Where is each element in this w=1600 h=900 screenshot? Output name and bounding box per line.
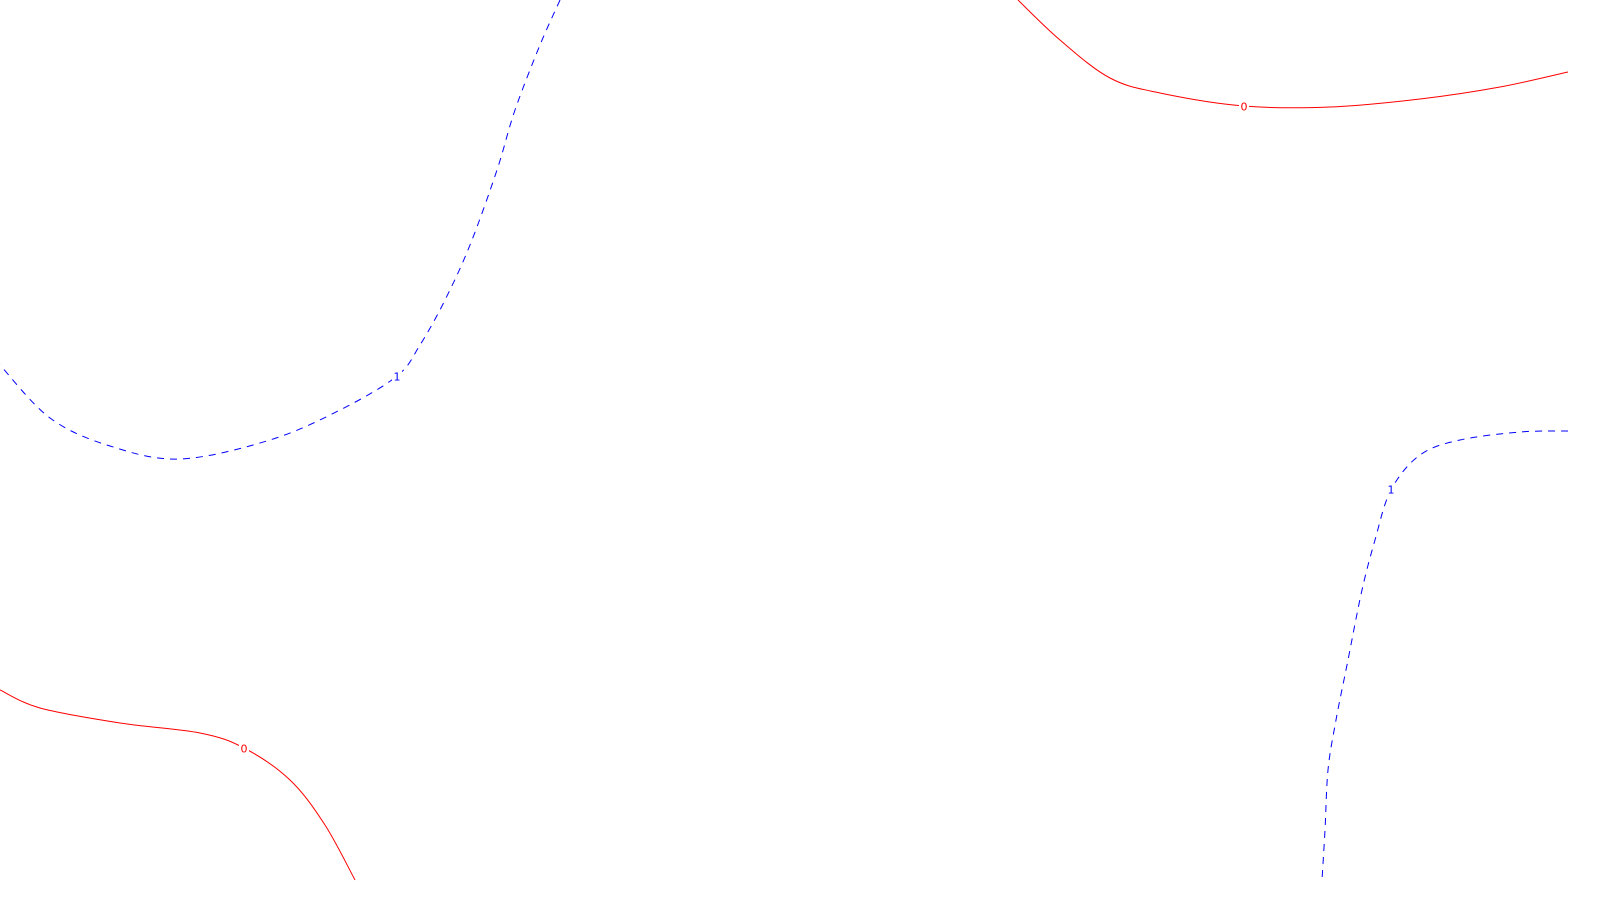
contour-label-background — [239, 743, 249, 755]
contour-label-background — [392, 371, 402, 383]
contour-label-level-0: 0 — [1241, 101, 1248, 114]
contour-label-level-0: 0 — [241, 743, 248, 756]
contour-lines — [0, 0, 1569, 881]
contour-label-level-1: 1 — [394, 371, 401, 384]
contour-line-level-0-1 — [1017, 0, 1569, 109]
contour-labels: 0 0 1 1 — [239, 101, 1396, 756]
contour-line-level-1-2 — [1321, 430, 1569, 881]
contour-label-background — [1239, 101, 1249, 113]
contour-line-level-1-1 — [0, 0, 561, 460]
contour-line-level-0-2 — [0, 689, 356, 881]
contour-label-level-1: 1 — [1388, 484, 1395, 497]
contour-label-background — [1386, 484, 1396, 496]
